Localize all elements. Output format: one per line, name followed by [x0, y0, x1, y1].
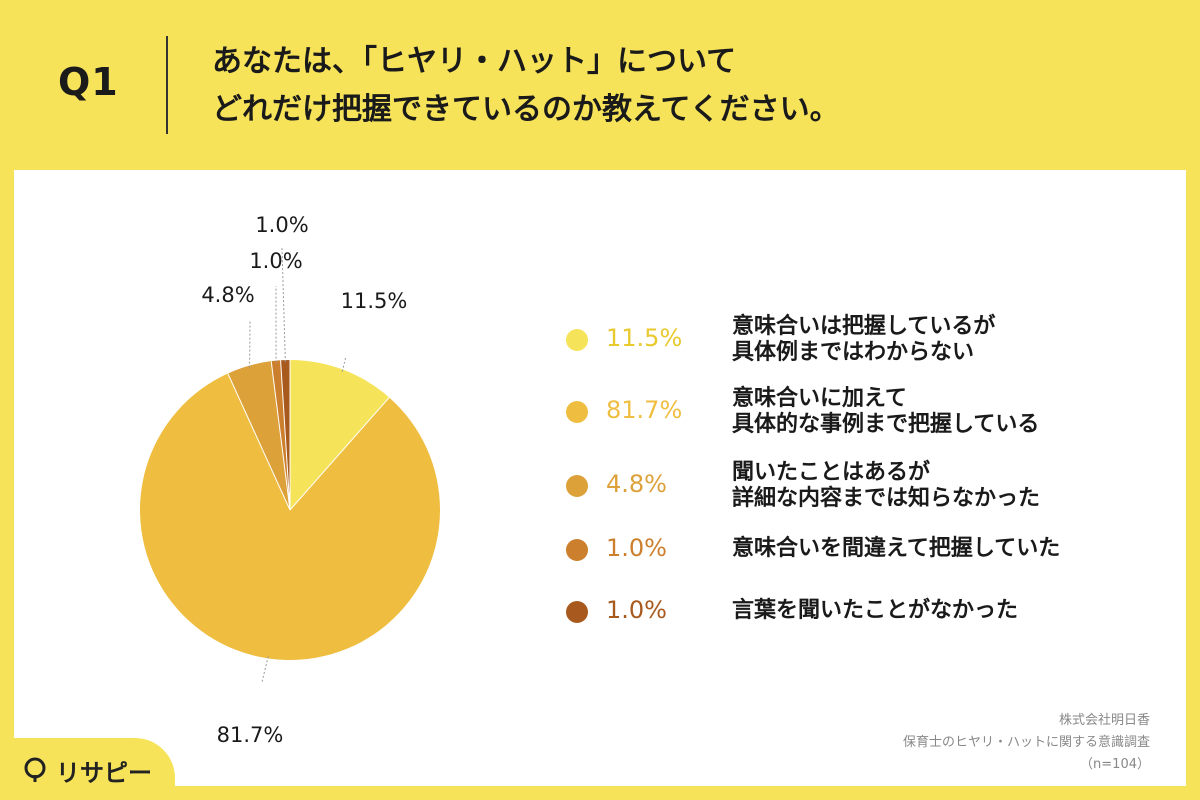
source-survey: 保育士のヒヤリ・ハットに関する意識調査 [902, 735, 1150, 750]
legend-swatch-4 [566, 539, 588, 561]
question-title-line1: あなたは、「ヒヤリ・ハット」について [212, 44, 737, 79]
leader-line-1 [341, 355, 347, 372]
legend-percent-2: 81.7% [606, 396, 683, 424]
header-divider [166, 36, 168, 134]
question-title: あなたは、「ヒヤリ・ハット」について どれだけ把握できているのか教えてください。 [212, 38, 1172, 134]
leader-line-2 [261, 656, 269, 683]
legend-percent-3: 4.8% [606, 470, 667, 498]
pie-data-label-4: 1.0% [249, 249, 302, 273]
source-note: 株式会社明日香 保育士のヒヤリ・ハットに関する意識調査 （n=104） [730, 710, 1150, 776]
leader-line-5 [281, 247, 286, 363]
slice-separator-3 [227, 373, 291, 511]
question-title-line2: どれだけ把握できているのか教えてください。 [212, 92, 840, 127]
pie-slice-3 [227, 361, 290, 510]
legend-label-4: 意味合いを間違えて把握していた [732, 536, 1061, 561]
legend-label-5: 言葉を聞いたことがなかった [732, 598, 1019, 623]
source-sample: （n=104） [1080, 757, 1150, 772]
pie-data-label-2: 81.7% [217, 723, 284, 747]
legend-percent-5: 1.0% [606, 596, 667, 624]
slice-separator-2 [289, 397, 390, 511]
pie-chart: 11.5% 81.7% 4.8% 1.0% 1.0% [140, 213, 440, 747]
legend-item-4: 1.0% 意味合いを間違えて把握していた [566, 532, 1166, 592]
question-number: Q1 [58, 60, 119, 104]
chart-panel: 11.5% 81.7% 4.8% 1.0% 1.0% 11.5% 意味合いは把握しているが… [14, 170, 1186, 786]
legend-item-5: 1.0% 言葉を聞いたことがなかった [566, 594, 1166, 654]
legend-item-3: 4.8% 聞いたことはあるが 詳細な内容までは知らなかった [566, 456, 1166, 516]
logo-text: リサピー [56, 758, 152, 787]
legend-label-2: 意味合いに加えて 具体的な事例まで把握している [732, 386, 1040, 437]
header: Q1 あなたは、「ヒヤリ・ハット」について どれだけ把握できているのか教えてくだ… [0, 0, 1200, 170]
legend-label-3: 聞いたことはあるが 詳細な内容までは知らなかった [732, 460, 1041, 511]
pie-data-label-3: 4.8% [201, 283, 254, 307]
legend-percent-4: 1.0% [606, 534, 667, 562]
pie-slice-1 [290, 360, 390, 510]
legend-swatch-2 [566, 401, 588, 423]
pie-slice-2 [140, 373, 440, 660]
source-company: 株式会社明日香 [1058, 713, 1150, 728]
logo-background [0, 738, 175, 800]
pie-data-label-1: 11.5% [341, 289, 408, 313]
lens-icon [24, 757, 46, 782]
slice-separator-5 [280, 360, 291, 511]
legend-label-1: 意味合いは把握しているが 具体例まではわからない [732, 314, 996, 365]
brand-logo: リサピー [22, 752, 152, 788]
legend-item-2: 81.7% 意味合いに加えて 具体的な事例まで把握している [566, 382, 1166, 442]
legend-swatch-5 [566, 601, 588, 623]
pie-data-label-5: 1.0% [255, 213, 308, 237]
legend-swatch-3 [566, 475, 588, 497]
legend-item-1: 11.5% 意味合いは把握しているが 具体例まではわからない [566, 310, 1166, 370]
slice-separator-4 [270, 361, 291, 511]
legend-percent-1: 11.5% [606, 324, 683, 352]
legend-swatch-1 [566, 329, 588, 351]
